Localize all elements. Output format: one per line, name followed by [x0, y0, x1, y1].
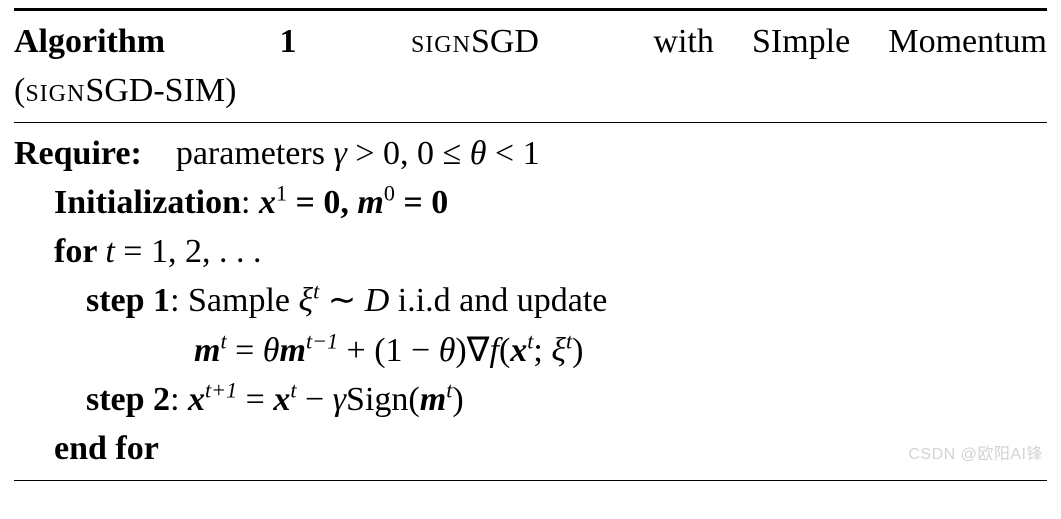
step2-label: step 2 — [86, 381, 170, 418]
eq-eq: = — [227, 332, 263, 369]
init-m-sup: 0 — [384, 181, 395, 206]
eq-m2: m — [279, 332, 305, 369]
eq-theta2: θ — [439, 332, 456, 369]
step1-D: D — [365, 282, 390, 319]
step1-label: step 1 — [86, 282, 170, 319]
init-eq0b: = 0 — [395, 184, 448, 221]
step1-colon: : Sample — [170, 282, 298, 319]
require-label: Require: — [14, 135, 142, 172]
momentum-eq-line: mt = θmt−1 + (1 − θ)∇f(xt; ξt) — [14, 326, 1047, 375]
init-x: x — [259, 184, 276, 221]
for-var: t — [105, 233, 114, 270]
subtitle-sc: sign — [25, 72, 85, 109]
signsgd-rest: SGD — [471, 23, 539, 60]
init-m: m — [357, 184, 383, 221]
eq-xi2: ξ — [551, 332, 566, 369]
bottom-rule — [14, 480, 1047, 481]
signsgd-sc: sign — [411, 23, 471, 60]
s2-eq: = — [237, 381, 273, 418]
for-label: for — [54, 233, 105, 270]
step2-colon: : — [170, 381, 188, 418]
s2-minus: − — [296, 381, 332, 418]
mid-rule — [14, 122, 1047, 123]
top-rule — [14, 8, 1047, 11]
caption-label: Algorithm — [14, 23, 165, 60]
algorithm-title-line-1: Algorithm 1 signSGD with SImple Momentum — [14, 17, 1047, 66]
for-line: for t = 1, 2, . . . — [14, 227, 1047, 276]
require-gamma: γ — [333, 135, 346, 172]
algorithm-box: Algorithm 1 signSGD with SImple Momentum… — [0, 0, 1061, 481]
require-gt0: > 0, 0 ≤ — [347, 135, 470, 172]
eq-open2: ( — [499, 332, 510, 369]
s2-gamma: γ — [333, 381, 346, 418]
s2-m: m — [420, 381, 446, 418]
require-lt1: < 1 — [486, 135, 539, 172]
endfor-label: end for — [54, 430, 159, 467]
init-colon: : — [241, 184, 259, 221]
s2-sign: Sign( — [346, 381, 420, 418]
step1-iid: i.i.d and update — [389, 282, 607, 319]
s2-close: ) — [452, 381, 463, 418]
s2-x: x — [188, 381, 205, 418]
for-seq: = 1, 2, . . . — [115, 233, 262, 270]
step1-line: step 1: Sample ξt ∼ D i.i.d and update — [14, 276, 1047, 325]
watermark-text: CSDN @欧阳AI锋 — [908, 443, 1043, 466]
require-theta: θ — [470, 135, 487, 172]
require-line: Require: parameters γ > 0, 0 ≤ θ < 1 — [14, 129, 1047, 178]
init-x-sup: 1 — [276, 181, 287, 206]
init-line: Initialization: x1 = 0, m0 = 0 — [14, 178, 1047, 227]
eq-f: f — [490, 332, 499, 369]
init-eq0a: = 0, — [287, 184, 357, 221]
subtitle-rest: SGD-SIM) — [85, 72, 236, 109]
init-label: Initialization — [54, 184, 241, 221]
eq-x: x — [510, 332, 527, 369]
title-mid: with SImple Momentum — [653, 23, 1047, 60]
caption-number: 1 — [280, 23, 297, 60]
eq-theta: θ — [263, 332, 280, 369]
step1-xi: ξ — [299, 282, 314, 319]
require-prefix: parameters — [176, 135, 334, 172]
eq-semi: ; — [533, 332, 551, 369]
s2-x2: x — [273, 381, 290, 418]
eq-close2: ) — [572, 332, 583, 369]
eq-close: )∇ — [455, 332, 489, 369]
eq-plus: + (1 − — [338, 332, 439, 369]
s2-x-sup: t+1 — [205, 378, 237, 403]
eq-m: m — [194, 332, 220, 369]
eq-m2-sup: t−1 — [306, 328, 338, 353]
algorithm-title-line-2: (signSGD-SIM) — [14, 66, 1047, 115]
step1-tilde: ∼ — [319, 282, 365, 319]
endfor-line: end for — [14, 424, 1047, 473]
step2-line: step 2: xt+1 = xt − γSign(mt) — [14, 375, 1047, 424]
subtitle-open: ( — [14, 72, 25, 109]
